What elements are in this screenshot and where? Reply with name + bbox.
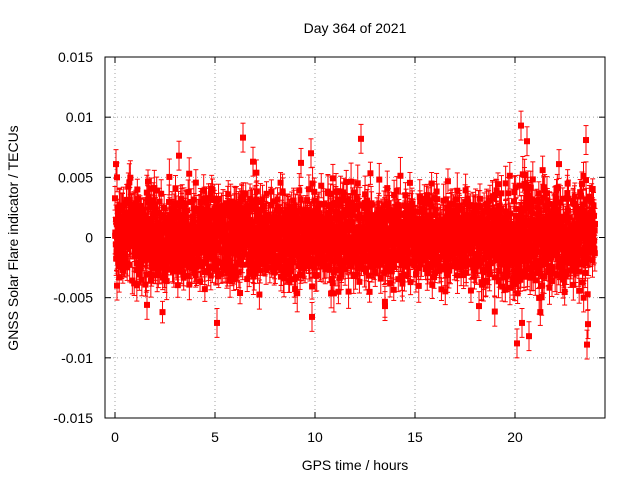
data-point: [256, 279, 263, 310]
data-point: [172, 175, 179, 202]
data-series: [112, 110, 598, 360]
x-tick-label: 5: [211, 429, 219, 445]
data-point: [335, 279, 342, 305]
data-point: [186, 157, 193, 191]
y-tick-label: 0.005: [58, 169, 93, 185]
data-point: [491, 296, 498, 327]
y-tick-label: -0.015: [53, 410, 93, 426]
data-point: [585, 309, 591, 340]
data-point: [518, 110, 524, 141]
data-point: [174, 272, 181, 298]
data-point: [159, 300, 166, 324]
data-point: [376, 162, 383, 197]
data-point: [358, 123, 364, 154]
y-axis-title: GNSS Solar Flare indicator / TECUs: [5, 125, 21, 350]
data-point: [382, 291, 388, 322]
data-point: [583, 125, 589, 155]
data-point: [345, 274, 352, 309]
data-point: [176, 140, 182, 171]
data-point: [366, 281, 373, 303]
data-point: [367, 161, 374, 185]
data-point: [524, 126, 530, 157]
x-axis-title: GPS time / hours: [302, 457, 409, 473]
x-tick-label: 20: [507, 429, 523, 445]
data-point: [113, 149, 119, 180]
data-point: [584, 329, 590, 360]
data-point: [309, 301, 315, 332]
x-tick-label: 0: [111, 429, 119, 445]
y-tick-label: 0.015: [58, 49, 93, 65]
data-point: [240, 122, 246, 153]
data-point: [526, 321, 532, 352]
x-tick-label: 10: [307, 429, 323, 445]
y-tick-label: 0.01: [66, 109, 93, 125]
data-point: [166, 158, 173, 196]
data-point: [537, 298, 544, 326]
data-point: [144, 289, 150, 320]
chart-title: Day 364 of 2021: [304, 20, 407, 36]
y-tick-label: 0: [85, 230, 93, 246]
data-point: [298, 147, 304, 178]
y-tick-label: -0.005: [53, 290, 93, 306]
y-tick-label: -0.01: [61, 350, 93, 366]
data-point: [308, 138, 314, 169]
data-point: [237, 281, 244, 305]
x-tick-label: 15: [407, 429, 423, 445]
data-point: [519, 307, 525, 338]
